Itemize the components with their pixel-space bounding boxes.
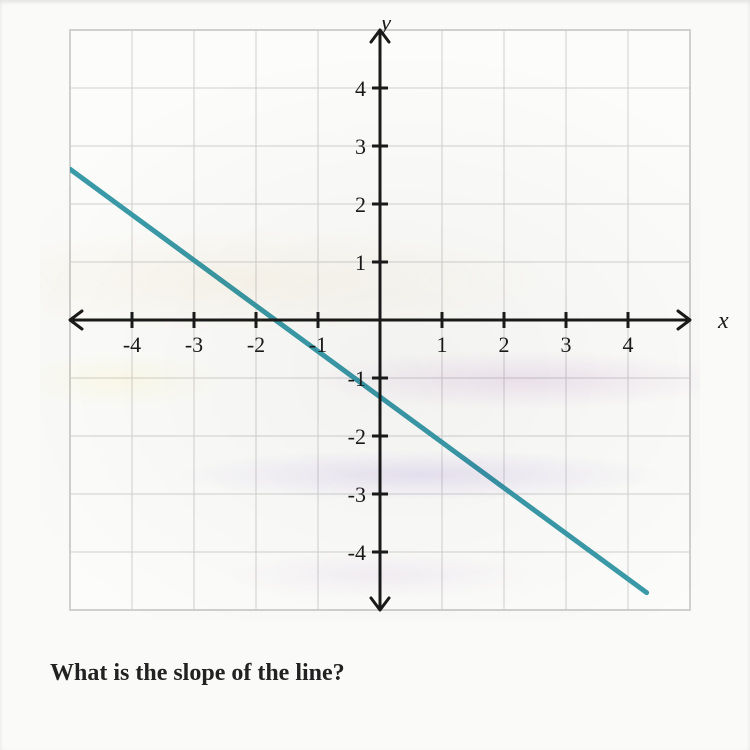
svg-text:-1: -1 — [348, 366, 366, 391]
svg-text:-3: -3 — [348, 482, 366, 507]
page-container: -4 -3 -2 -1 1 2 3 4 -4 -3 -2 -1 1 2 3 4 x y What is the s… — [0, 0, 750, 750]
svg-text:4: 4 — [355, 76, 366, 101]
svg-text:-2: -2 — [348, 424, 366, 449]
svg-text:y: y — [379, 20, 392, 36]
svg-text:2: 2 — [499, 332, 510, 357]
svg-text:x: x — [717, 308, 729, 334]
svg-text:3: 3 — [355, 134, 366, 159]
svg-text:-2: -2 — [247, 332, 265, 357]
svg-text:-1: -1 — [309, 332, 327, 357]
svg-text:1: 1 — [355, 250, 366, 275]
svg-text:-4: -4 — [123, 332, 141, 357]
coordinate-graph: -4 -3 -2 -1 1 2 3 4 -4 -3 -2 -1 1 2 3 4 x y — [40, 20, 740, 630]
svg-text:2: 2 — [355, 192, 366, 217]
svg-text:3: 3 — [561, 332, 572, 357]
question-text: What is the slope of the line? — [50, 660, 750, 687]
svg-text:1: 1 — [437, 332, 448, 357]
svg-text:-3: -3 — [185, 332, 203, 357]
svg-text:4: 4 — [623, 332, 634, 357]
graph-panel: -4-3-2-11234-4-3-2-11234xy — [40, 20, 700, 620]
svg-text:-4: -4 — [348, 540, 366, 565]
